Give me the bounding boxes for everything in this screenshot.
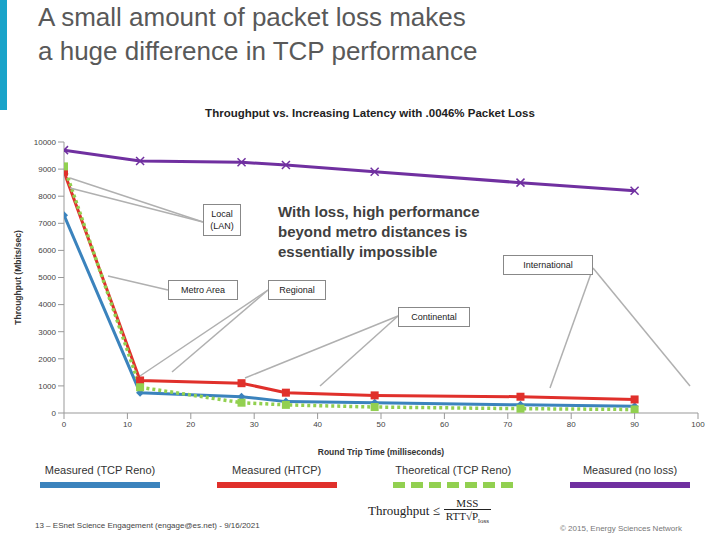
html-text:Continental: Continental [411, 312, 457, 322]
svg-text:2000: 2000 [38, 355, 56, 364]
html-text:Measured (no loss): Measured (no loss) [582, 464, 677, 476]
svg-text:4000: 4000 [38, 300, 56, 309]
svg-text:7000: 7000 [38, 219, 56, 228]
svg-text:6000: 6000 [38, 246, 56, 255]
svg-text:50: 50 [377, 420, 386, 429]
svg-text:90: 90 [630, 420, 639, 429]
svg-text:60: 60 [440, 420, 449, 429]
svg-text:9000: 9000 [38, 165, 56, 174]
html-text:Local (LAN): Local (LAN) [210, 209, 234, 231]
svg-text:1000: 1000 [38, 382, 56, 391]
html-text:Theoretical (TCP Reno): Theoretical (TCP Reno) [395, 464, 512, 476]
svg-text:0: 0 [52, 409, 57, 418]
svg-text:0: 0 [62, 420, 67, 429]
html-text:Throughput vs. Increasing Late: Throughput vs. Increasing Latency with .… [205, 107, 535, 119]
html-text:Throughput ≤: Throughput ≤ [368, 503, 440, 519]
html-text:Measured (TCP Reno): Measured (TCP Reno) [44, 464, 156, 476]
svg-text:3000: 3000 [38, 328, 56, 337]
html-text:Regional: Regional [279, 285, 315, 295]
html-text:Measured (HTCP): Measured (HTCP) [232, 464, 322, 476]
svg-text:10000: 10000 [34, 138, 57, 147]
html-text:13 – ESnet Science Engagement: 13 – ESnet Science Engagement (engage@es… [35, 521, 260, 530]
html-text:Metro Area: Metro Area [181, 285, 225, 295]
svg-text:80: 80 [567, 420, 576, 429]
html-text:A small amount of packet loss: A small amount of packet loss makes a hu… [38, 2, 478, 66]
html-text:© 2015, Energy Sciences Networ: © 2015, Energy Sciences Network [560, 524, 682, 533]
html-text:International: International [523, 260, 573, 270]
svg-text:10: 10 [123, 420, 132, 429]
svg-text:8000: 8000 [38, 192, 56, 201]
svg-text:100: 100 [691, 420, 705, 429]
html-text:MSS: MSS [456, 497, 479, 509]
html-text:RTT√Ploss: RTT√Ploss [445, 510, 489, 526]
svg-text:Throughput (Mbits/sec): Throughput (Mbits/sec) [13, 230, 23, 325]
svg-text:20: 20 [186, 420, 195, 429]
html-text:With loss, high performance be: With loss, high performance beyond metro… [278, 203, 480, 260]
svg-text:30: 30 [250, 420, 259, 429]
svg-text:5000: 5000 [38, 273, 56, 282]
svg-text:Round Trip Time (milliseconds): Round Trip Time (milliseconds) [318, 447, 445, 457]
svg-text:40: 40 [313, 420, 322, 429]
svg-text:70: 70 [503, 420, 512, 429]
